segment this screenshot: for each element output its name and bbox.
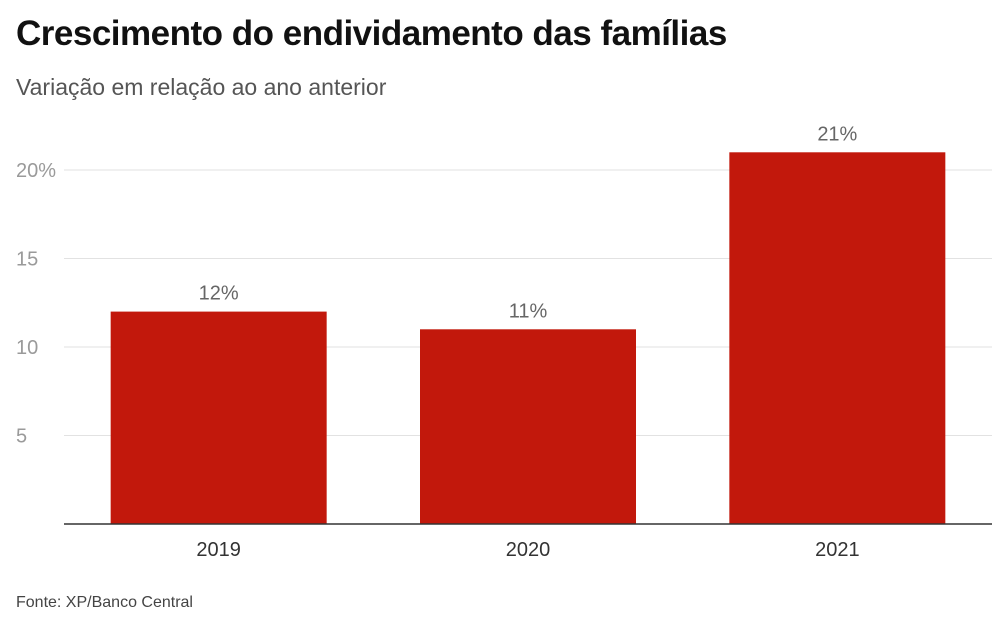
source-note: Fonte: XP/Banco Central <box>16 594 193 611</box>
data-labels: 12% 11% 21% <box>199 123 858 322</box>
chart-subtitle: Variação em relação ao ano anterior <box>16 74 387 100</box>
y-tick-label: 20% <box>16 160 56 182</box>
x-axis-ticks: 2019 2020 2021 <box>196 539 859 561</box>
chart-title: Crescimento do endividamento das família… <box>16 14 727 53</box>
data-label: 12% <box>199 283 239 305</box>
data-label: 21% <box>817 123 857 145</box>
y-axis-ticks: 5 10 15 20% <box>16 160 56 448</box>
y-tick-label: 5 <box>16 426 27 448</box>
y-tick-label: 15 <box>16 249 38 271</box>
bar-2021 <box>729 152 946 525</box>
y-tick-label: 10 <box>16 337 38 359</box>
bars <box>110 152 946 525</box>
bar-2019 <box>110 311 327 524</box>
bar-2020 <box>420 329 636 524</box>
x-tick-label: 2019 <box>196 539 241 561</box>
x-tick-label: 2020 <box>506 539 551 561</box>
data-label: 11% <box>509 300 548 322</box>
x-tick-label: 2021 <box>815 539 860 561</box>
